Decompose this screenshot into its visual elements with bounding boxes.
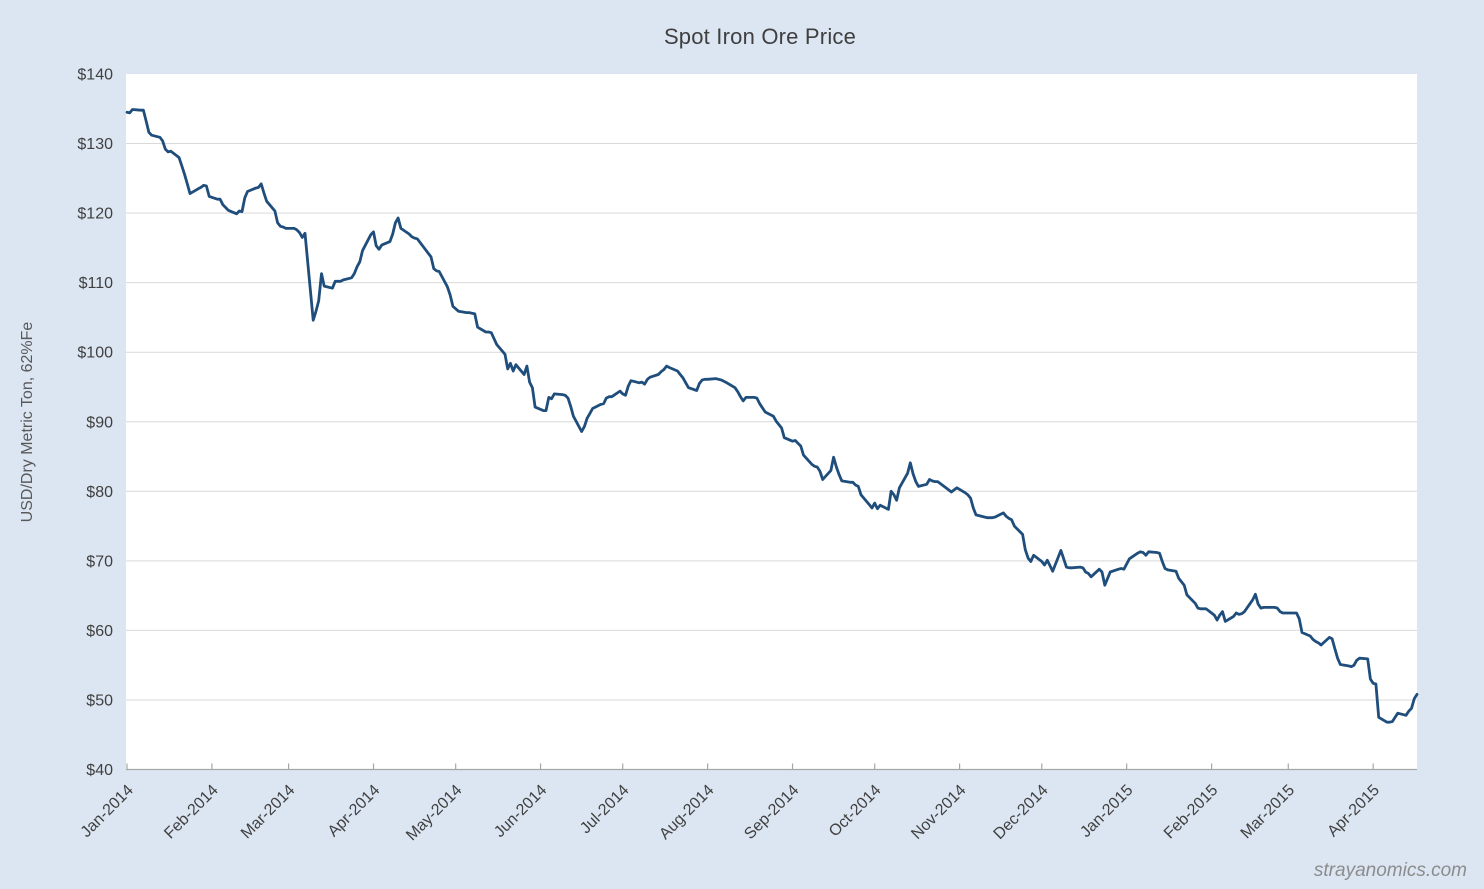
x-tick-label: Apr-2015 — [1324, 782, 1383, 841]
x-tick-label: Oct-2014 — [826, 782, 885, 841]
y-tick-label: $130 — [77, 136, 113, 153]
y-tick-label: $50 — [86, 692, 113, 709]
x-tick-label: Jan-2014 — [78, 782, 137, 841]
x-tick-label: Mar-2014 — [238, 782, 299, 843]
x-tick-label: Dec-2014 — [991, 782, 1052, 843]
x-tick-label: Feb-2014 — [161, 782, 222, 843]
x-tick-label: Jan-2015 — [1077, 782, 1136, 841]
x-tick-label: Jul-2014 — [577, 782, 632, 837]
y-tick-label: $60 — [86, 623, 113, 640]
y-tick-label: $110 — [79, 275, 114, 292]
y-tick-label: $70 — [86, 553, 113, 570]
price-line-series — [125, 108, 1419, 724]
y-axis-title: USD/Dry Metric Ton, 62%Fe — [19, 321, 36, 523]
x-tick-label: Mar-2015 — [1238, 782, 1299, 843]
x-tick-label: Sep-2014 — [741, 782, 802, 843]
x-tick-label: Nov-2014 — [908, 782, 969, 843]
chart-title: Spot Iron Ore Price — [663, 24, 857, 49]
y-tick-label: $140 — [77, 67, 113, 84]
y-tick-label: $40 — [86, 762, 113, 779]
y-tick-label: $120 — [77, 206, 113, 223]
x-tick-label: Jun-2014 — [491, 782, 550, 841]
x-tick-label: Apr-2014 — [325, 782, 384, 841]
x-tick-label: Aug-2014 — [656, 782, 717, 843]
watermark-text: strayanomics.com — [1313, 860, 1467, 881]
y-tick-label: $90 — [86, 414, 113, 431]
y-tick-label: $100 — [77, 345, 113, 362]
x-tick-label: May-2014 — [403, 782, 465, 844]
y-tick-label: $80 — [86, 484, 113, 501]
x-tick-label: Feb-2015 — [1161, 782, 1222, 843]
